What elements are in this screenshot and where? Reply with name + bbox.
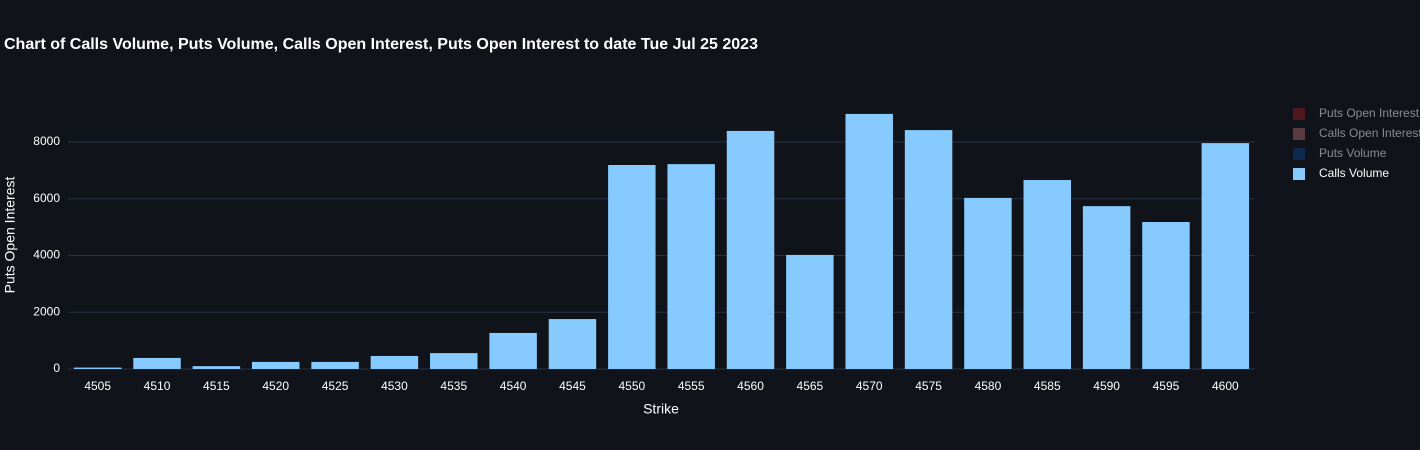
bar xyxy=(370,355,419,369)
x-axis-title: Strike xyxy=(643,401,679,417)
bar xyxy=(548,319,597,369)
x-tick-label: 4560 xyxy=(737,379,764,393)
bar xyxy=(726,130,775,369)
y-tick-label: 4000 xyxy=(33,248,60,262)
bar xyxy=(1023,180,1072,369)
x-tick-label: 4530 xyxy=(381,379,408,393)
bar xyxy=(311,361,359,369)
x-tick-label: 4580 xyxy=(975,379,1002,393)
x-tick-label: 4525 xyxy=(322,379,349,393)
x-tick-label: 4505 xyxy=(84,379,111,393)
x-tick-label: 4595 xyxy=(1153,379,1180,393)
bar xyxy=(845,113,893,369)
y-tick-label: 6000 xyxy=(33,191,60,205)
legend-swatch[interactable] xyxy=(1293,148,1305,160)
bar xyxy=(73,367,122,369)
chart-title: Chart of Calls Volume, Puts Volume, Call… xyxy=(4,36,758,53)
bar xyxy=(1201,143,1250,369)
x-tick-label: 4585 xyxy=(1034,379,1061,393)
bar xyxy=(1142,222,1190,369)
x-tick-label: 4520 xyxy=(262,379,289,393)
y-axis-title: Puts Open Interest xyxy=(2,177,18,294)
legend-swatch[interactable] xyxy=(1293,108,1305,120)
x-tick-label: 4515 xyxy=(203,379,230,393)
y-tick-label: 2000 xyxy=(33,304,60,318)
bar xyxy=(430,353,478,369)
y-tick-label: 8000 xyxy=(33,134,60,148)
bar xyxy=(192,366,241,369)
y-tick-label: 0 xyxy=(53,361,60,375)
x-tick-label: 4600 xyxy=(1212,379,1239,393)
legend-swatch[interactable] xyxy=(1293,168,1305,180)
x-tick-label: 4570 xyxy=(856,379,883,393)
bar xyxy=(489,332,537,369)
legend-label[interactable]: Calls Open Interest xyxy=(1319,126,1420,140)
x-tick-label: 4555 xyxy=(678,379,705,393)
bar xyxy=(133,357,181,369)
bar xyxy=(251,361,300,369)
x-tick-label: 4510 xyxy=(144,379,171,393)
bar xyxy=(1082,206,1131,369)
bar xyxy=(667,164,715,369)
legend-label[interactable]: Calls Volume xyxy=(1319,166,1389,180)
legend-label[interactable]: Puts Open Interest xyxy=(1319,106,1420,120)
bar xyxy=(608,164,656,369)
x-tick-label: 4545 xyxy=(559,379,586,393)
legend-swatch[interactable] xyxy=(1293,128,1305,140)
bar xyxy=(904,130,953,369)
x-tick-label: 4590 xyxy=(1093,379,1120,393)
x-tick-label: 4550 xyxy=(618,379,645,393)
x-tick-label: 4540 xyxy=(500,379,527,393)
x-tick-label: 4575 xyxy=(915,379,942,393)
bar xyxy=(786,254,834,369)
x-tick-label: 4565 xyxy=(797,379,824,393)
x-tick-label: 4535 xyxy=(440,379,467,393)
bar xyxy=(964,197,1012,369)
legend-label[interactable]: Puts Volume xyxy=(1319,146,1387,160)
